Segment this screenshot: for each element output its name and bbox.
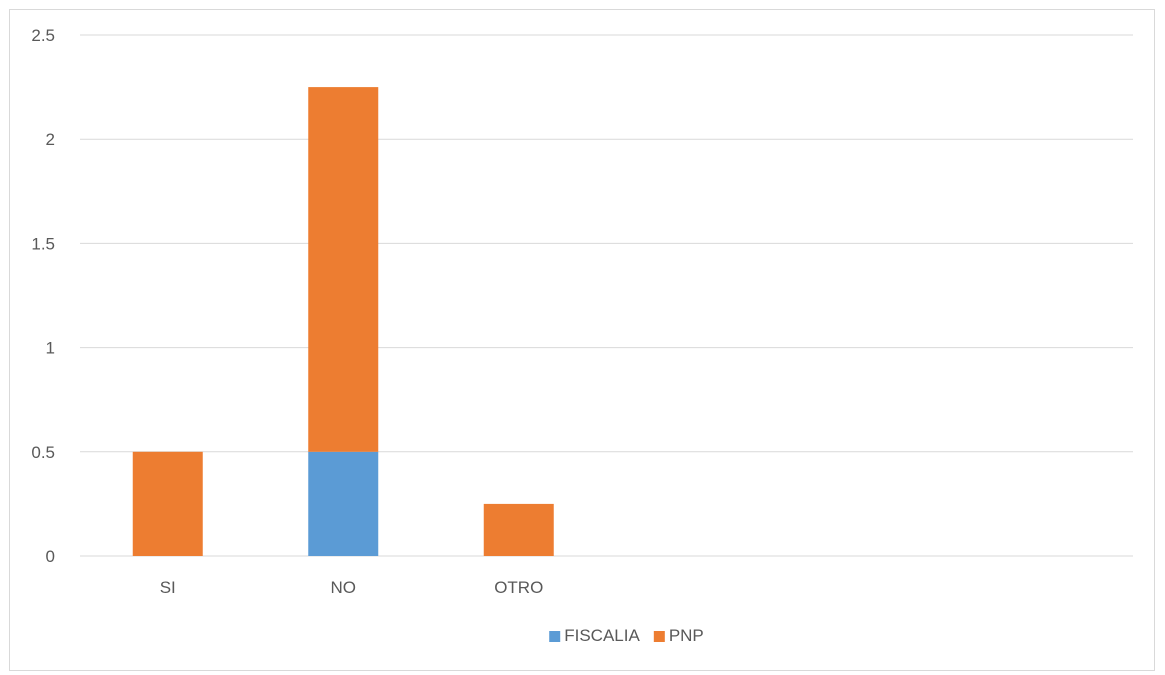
bar-pnp-si (132, 451, 203, 556)
bar-pnp-otro (483, 503, 554, 556)
legend-label: PNP (669, 626, 704, 645)
y-tick-label: 1.5 (31, 234, 55, 253)
y-tick-label: 2 (46, 130, 55, 149)
legend-swatch-pnp (653, 631, 665, 642)
y-tick-label: 0.5 (31, 443, 55, 462)
y-tick-label: 0 (46, 547, 55, 566)
x-tick-label: SI (160, 578, 176, 597)
legend-swatch-fiscalia (549, 631, 561, 642)
chart-frame (9, 9, 1155, 671)
y-tick-label: 1 (46, 339, 55, 358)
bar-fiscalia-no (308, 451, 379, 556)
x-tick-label: NO (331, 578, 357, 597)
legend-label: FISCALIA (564, 626, 640, 645)
y-tick-label: 2.5 (31, 26, 55, 45)
bar-pnp-no (308, 87, 379, 452)
x-tick-label: OTRO (494, 578, 543, 597)
